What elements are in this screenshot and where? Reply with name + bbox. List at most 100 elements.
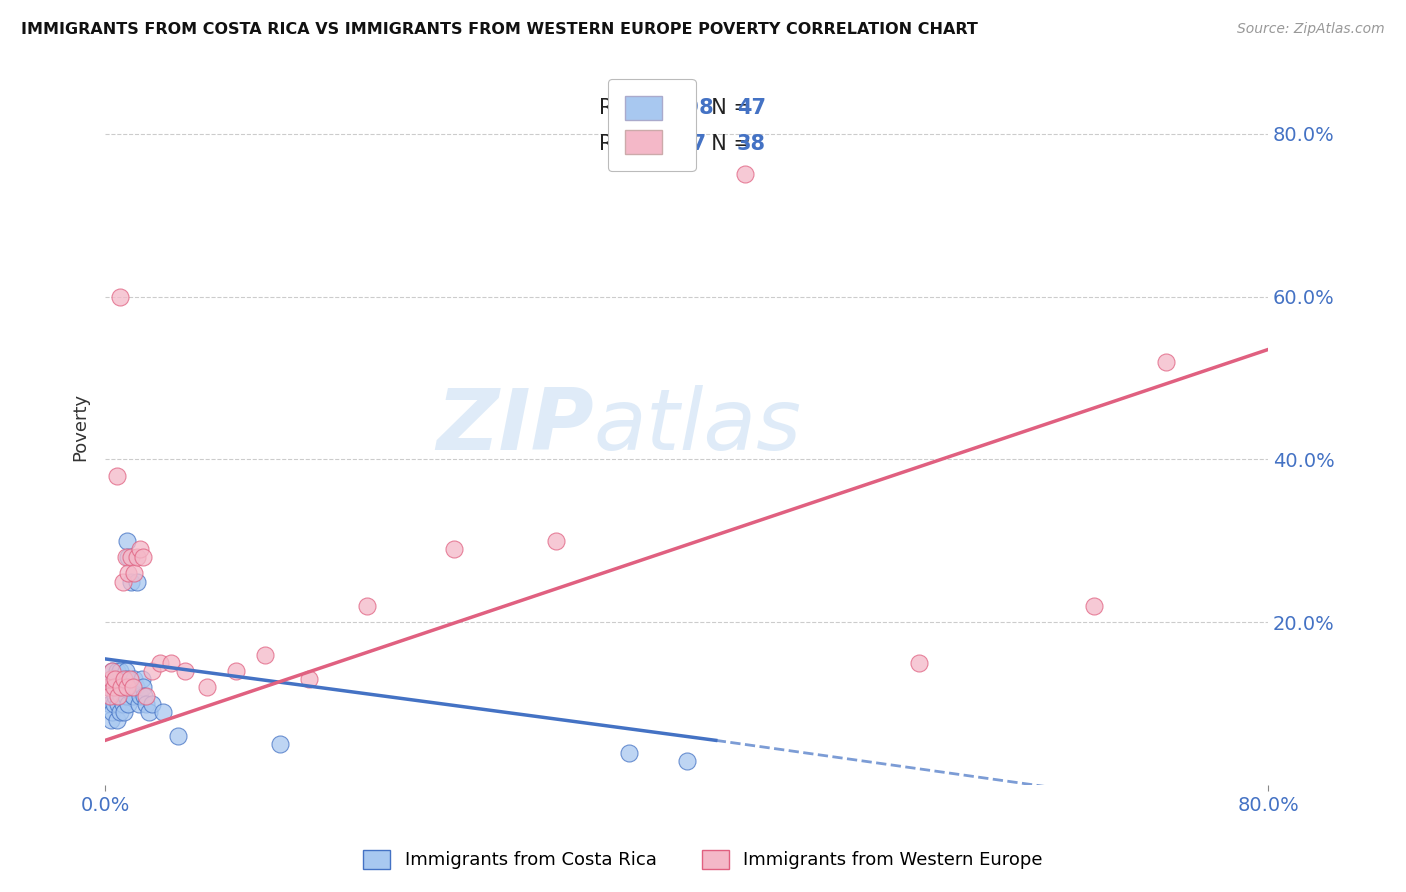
Point xyxy=(104,673,127,687)
Point xyxy=(104,689,127,703)
Point xyxy=(118,681,141,695)
Point xyxy=(114,664,136,678)
Point xyxy=(118,673,141,687)
Text: -0.198: -0.198 xyxy=(640,98,714,118)
Text: N =: N = xyxy=(699,134,758,153)
Point xyxy=(617,746,640,760)
Legend: , : , xyxy=(607,78,696,170)
Text: Source: ZipAtlas.com: Source: ZipAtlas.com xyxy=(1237,22,1385,37)
Point xyxy=(127,574,149,589)
Point xyxy=(129,541,152,556)
Point xyxy=(112,705,135,719)
Point xyxy=(108,289,131,303)
Point xyxy=(1083,599,1105,613)
Point xyxy=(544,533,567,548)
Point xyxy=(111,673,134,687)
Point xyxy=(101,664,124,678)
Point xyxy=(225,664,247,678)
Point xyxy=(110,689,132,703)
Text: ZIP: ZIP xyxy=(436,385,593,468)
Legend: Immigrants from Costa Rica, Immigrants from Western Europe: Immigrants from Costa Rica, Immigrants f… xyxy=(354,841,1052,879)
Point xyxy=(111,574,134,589)
Point xyxy=(103,681,125,695)
Point xyxy=(114,689,136,703)
Point xyxy=(104,673,127,687)
Point xyxy=(443,541,465,556)
Point xyxy=(100,673,122,687)
Point xyxy=(108,705,131,719)
Point xyxy=(105,468,128,483)
Point xyxy=(101,664,124,678)
Point xyxy=(115,673,138,687)
Point xyxy=(97,681,120,695)
Point xyxy=(908,656,931,670)
Point xyxy=(135,697,157,711)
Point xyxy=(134,689,156,703)
Point xyxy=(107,689,129,703)
Point xyxy=(141,697,163,711)
Point xyxy=(132,681,155,695)
Point xyxy=(108,664,131,678)
Point xyxy=(101,705,124,719)
Text: atlas: atlas xyxy=(593,385,801,468)
Point xyxy=(141,664,163,678)
Text: R =: R = xyxy=(599,134,651,153)
Point xyxy=(167,729,190,743)
Point xyxy=(120,550,142,565)
Point xyxy=(121,681,143,695)
Point xyxy=(105,664,128,678)
Point xyxy=(138,705,160,719)
Point xyxy=(127,550,149,565)
Point xyxy=(115,533,138,548)
Point xyxy=(121,689,143,703)
Point xyxy=(174,664,197,678)
Point xyxy=(110,681,132,695)
Text: R =: R = xyxy=(599,98,645,118)
Point xyxy=(117,697,139,711)
Point xyxy=(254,648,277,662)
Point xyxy=(125,681,148,695)
Point xyxy=(107,681,129,695)
Point xyxy=(195,681,218,695)
Point xyxy=(356,599,378,613)
Point xyxy=(117,566,139,581)
Point xyxy=(120,574,142,589)
Point xyxy=(128,697,150,711)
Point xyxy=(135,689,157,703)
Point xyxy=(131,673,153,687)
Point xyxy=(103,681,125,695)
Point xyxy=(111,697,134,711)
Point xyxy=(159,656,181,670)
Point xyxy=(100,673,122,687)
Point xyxy=(124,673,146,687)
Point xyxy=(132,550,155,565)
Point xyxy=(675,754,697,768)
Text: IMMIGRANTS FROM COSTA RICA VS IMMIGRANTS FROM WESTERN EUROPE POVERTY CORRELATION: IMMIGRANTS FROM COSTA RICA VS IMMIGRANTS… xyxy=(21,22,979,37)
Point xyxy=(110,681,132,695)
Text: 47: 47 xyxy=(737,98,766,118)
Point xyxy=(152,705,174,719)
Point xyxy=(115,681,138,695)
Point xyxy=(1156,354,1178,368)
Point xyxy=(107,697,129,711)
Text: 0.597: 0.597 xyxy=(640,134,706,153)
Point xyxy=(734,167,756,181)
Point xyxy=(149,656,172,670)
Text: N =: N = xyxy=(699,98,758,118)
Text: 38: 38 xyxy=(737,134,766,153)
Point xyxy=(269,738,291,752)
Point xyxy=(98,697,121,711)
Point xyxy=(112,681,135,695)
Point xyxy=(100,713,122,727)
Point xyxy=(298,673,321,687)
Point xyxy=(98,689,121,703)
Point xyxy=(103,697,125,711)
Point xyxy=(105,713,128,727)
Point xyxy=(112,673,135,687)
Y-axis label: Poverty: Poverty xyxy=(72,392,89,461)
Point xyxy=(114,550,136,565)
Point xyxy=(129,689,152,703)
Point xyxy=(117,550,139,565)
Point xyxy=(97,681,120,695)
Point xyxy=(124,566,146,581)
